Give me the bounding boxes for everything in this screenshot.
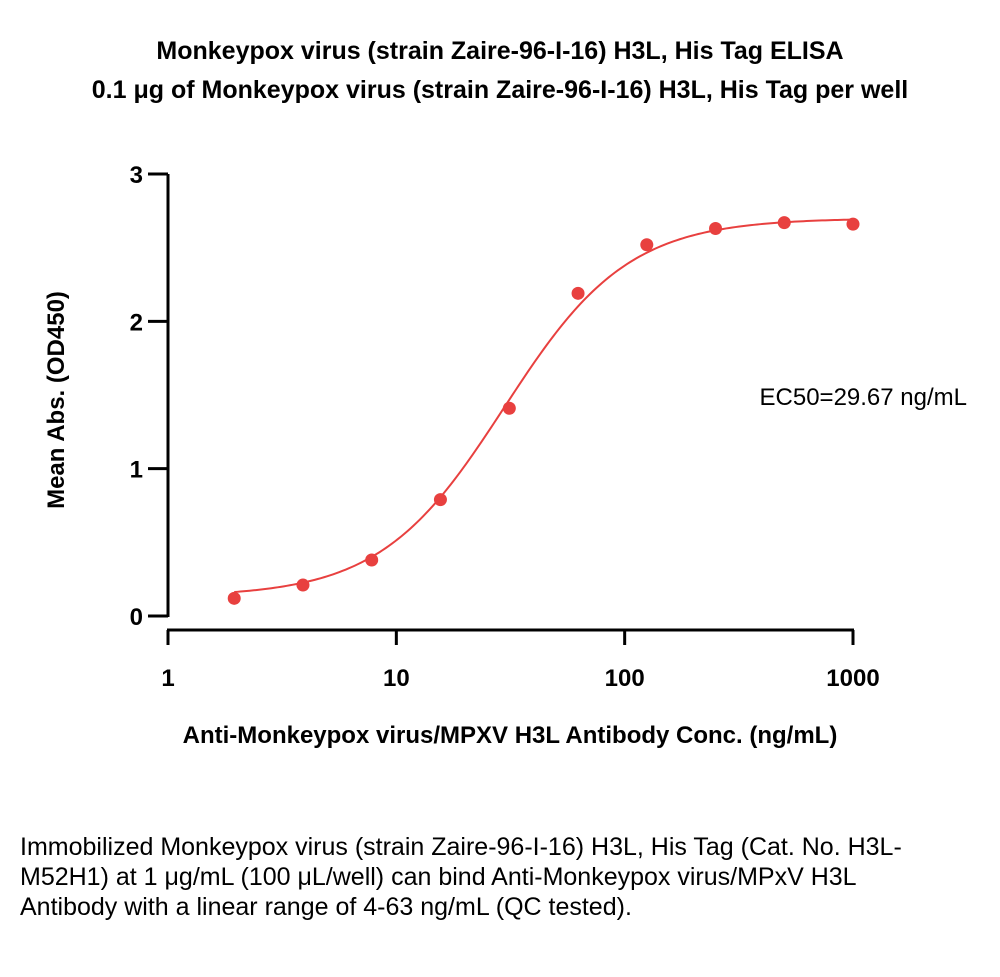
- y-tick-label: 3: [130, 162, 143, 189]
- y-tick-label: 1: [130, 457, 143, 484]
- x-tick-label: 1: [161, 665, 174, 692]
- data-point: [433, 493, 447, 507]
- chart-axes: 0 1 2 3 1 10 100 1000: [130, 162, 880, 692]
- x-axis-title: Anti-Monkeypox virus/MPXV H3L Antibody C…: [183, 722, 838, 749]
- figure-caption: Immobilized Monkeypox virus (strain Zair…: [20, 833, 902, 921]
- y-axis-title: Mean Abs. (OD450): [43, 291, 70, 509]
- x-tick-label: 1000: [826, 665, 879, 692]
- data-point: [846, 217, 860, 231]
- data-point: [709, 222, 723, 236]
- y-tick-label: 0: [130, 604, 143, 631]
- data-point: [296, 578, 310, 592]
- data-point: [227, 591, 241, 605]
- fit-curve: [234, 218, 854, 594]
- ec50-annotation: EC50=29.67 ng/mL: [760, 384, 967, 411]
- data-point: [365, 553, 379, 567]
- chart-title: Monkeypox virus (strain Zaire-96-I-16) H…: [156, 37, 844, 65]
- x-tick-label: 10: [383, 665, 410, 692]
- chart-subtitle: 0.1 μg of Monkeypox virus (strain Zaire-…: [91, 76, 909, 104]
- elisa-chart: 0 1 2 3 1 10 100 1000 Mean Abs. (OD450) Anti-Mo…: [43, 162, 967, 749]
- data-point: [777, 216, 791, 230]
- data-points: [227, 216, 860, 605]
- data-point: [502, 401, 516, 415]
- y-tick-label: 2: [130, 309, 143, 336]
- data-point: [571, 286, 585, 300]
- x-tick-label: 100: [605, 665, 645, 692]
- data-point: [640, 238, 654, 252]
